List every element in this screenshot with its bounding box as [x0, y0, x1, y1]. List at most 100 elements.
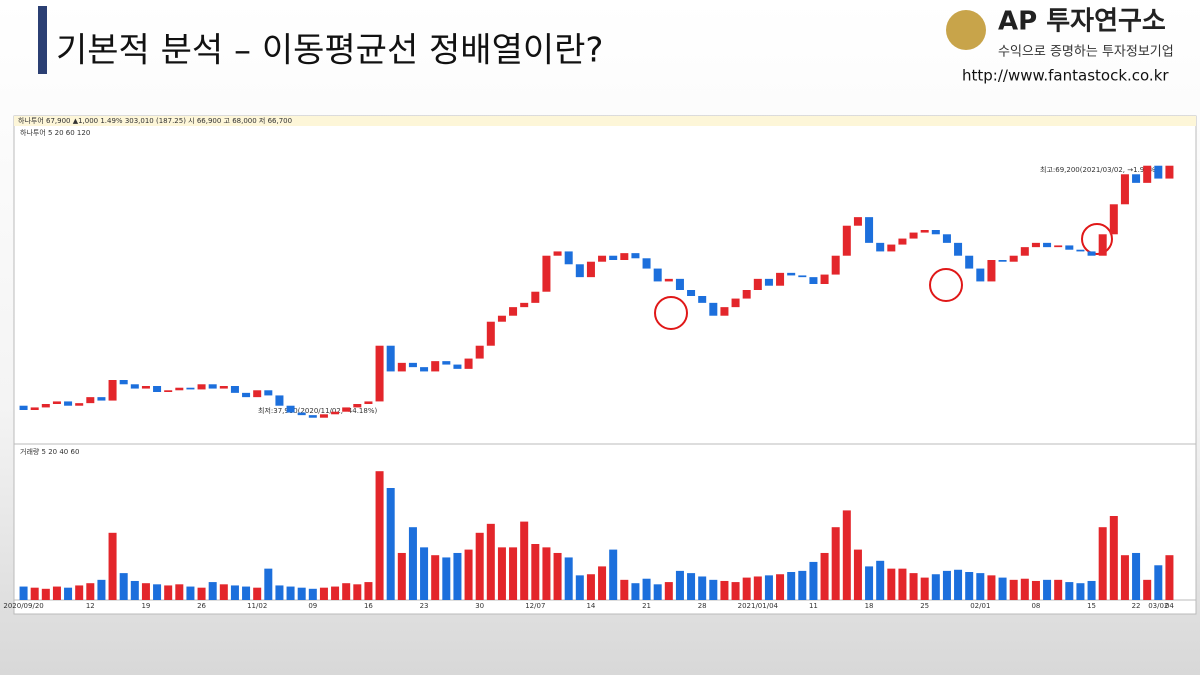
logo: AP 투자연구소 [998, 7, 1166, 37]
x-tick-label: 30 [475, 602, 484, 610]
candle-body [19, 405, 28, 410]
volume-bar [642, 578, 651, 600]
x-tick-label: 14 [586, 602, 595, 610]
candle-body [286, 405, 295, 413]
candle-body [575, 264, 584, 278]
volume-bar [208, 582, 217, 600]
volume-bar [331, 586, 340, 600]
volume-bar [553, 552, 562, 600]
high-annotation: 최고:69,200(2021/03/02, →1.91%) [1040, 165, 1158, 174]
volume-bar [275, 585, 284, 600]
header-bar [14, 116, 1196, 126]
volume-bar [431, 555, 440, 600]
candle-body [1076, 249, 1085, 252]
highlight-circle [1081, 223, 1113, 255]
volume-bar [86, 583, 95, 600]
volume-bar [408, 527, 417, 600]
low-annotation: 최저:37,900(2020/11/02, -44.18%) [258, 406, 377, 415]
candle-body [64, 401, 73, 406]
x-tick-label: 11 [809, 602, 818, 610]
candle-body [831, 255, 840, 275]
volume-bar [342, 583, 351, 600]
volume-bar [19, 586, 28, 600]
title-bar [38, 6, 47, 74]
volume-bar [842, 510, 851, 600]
volume-bar [141, 583, 150, 600]
volume-bar [731, 582, 740, 600]
volume-bar [998, 577, 1007, 600]
candle-body [1098, 234, 1107, 256]
volume-bar [920, 577, 929, 600]
volume-bar [30, 587, 39, 600]
candle-body [1054, 245, 1063, 248]
chart-header: 하나투어 67,900 ▲1,000 1.49% 303,010 (187.25… [18, 116, 292, 125]
x-tick-label: 12/07 [525, 602, 545, 610]
volume-bar [954, 569, 963, 600]
tagline: 수익으로 증명하는 투자정보기업 [998, 45, 1174, 60]
volume-bar [442, 557, 451, 600]
volume-bar [164, 585, 173, 600]
volume-bar [1109, 516, 1118, 600]
volume-bar [297, 587, 306, 600]
volume-bar [364, 582, 373, 600]
volume-bar [1043, 579, 1052, 600]
x-tick-label: 23 [420, 602, 429, 610]
chart-panel [13, 115, 1197, 615]
highlight-circle [929, 268, 963, 302]
volume-bar [230, 585, 239, 600]
x-tick-label: 12 [86, 602, 95, 610]
candle-body [119, 380, 128, 385]
volume-bar [853, 549, 862, 600]
candle-body [253, 390, 262, 398]
candle-body [408, 362, 417, 368]
volume-bar [1065, 582, 1074, 600]
volume-bar [375, 471, 384, 600]
x-tick-label: 25 [920, 602, 929, 610]
volume-bar [497, 547, 506, 600]
candle-body [431, 361, 440, 372]
volume-bar [52, 586, 61, 600]
candle-body [965, 255, 974, 269]
x-tick-label: 2021/01/04 [738, 602, 779, 610]
candle-body [41, 404, 50, 408]
url: http://www.fantastock.co.kr [962, 67, 1169, 85]
candle-body [1120, 174, 1129, 205]
x-tick-label: 09 [308, 602, 317, 610]
volume-bar [976, 573, 985, 600]
volume-bar [542, 547, 551, 600]
candle-body [809, 277, 818, 284]
volume-bar [776, 574, 785, 600]
candle-body [1109, 204, 1118, 235]
volume-bar [620, 579, 629, 600]
volume-bar [631, 583, 640, 600]
x-tick-label: 03/02 [1148, 602, 1168, 610]
volume-bar [787, 572, 796, 600]
volume-bar [1165, 555, 1174, 600]
volume-bar [1076, 583, 1085, 600]
candle-body [998, 260, 1007, 262]
logo-emblem [946, 10, 986, 50]
candle-body [1020, 247, 1029, 256]
volume-bar [1031, 580, 1040, 600]
x-tick-label: 11/02 [247, 602, 267, 610]
candle-body [564, 251, 573, 265]
volume-bar [464, 549, 473, 600]
x-tick-label: 28 [698, 602, 707, 610]
x-tick-label: 04 [1165, 602, 1174, 610]
volume-bar [764, 575, 773, 600]
candle-body [86, 397, 95, 404]
x-tick-label: 26 [197, 602, 206, 610]
x-tick-label: 18 [865, 602, 874, 610]
candle-body [609, 255, 618, 260]
candle-body [653, 268, 662, 282]
candle-body [331, 411, 340, 415]
volume-bar [1020, 578, 1029, 600]
candle-body [642, 258, 651, 269]
candle-body [931, 230, 940, 235]
highlight-circle [654, 296, 688, 330]
candle-body [175, 387, 184, 391]
candle-body [342, 407, 351, 412]
x-tick-label: 02/01 [970, 602, 990, 610]
